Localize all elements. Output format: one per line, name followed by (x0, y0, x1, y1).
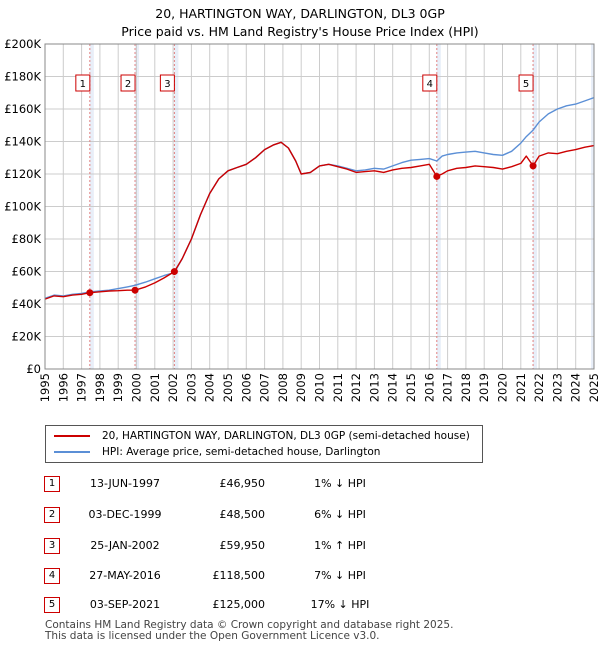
x-tick-label: 1996 (56, 373, 70, 402)
x-tick-label: 2018 (459, 373, 473, 402)
x-tick-label: 2007 (258, 373, 272, 402)
x-tick-label: 2001 (148, 373, 162, 402)
x-tick-label: 2021 (514, 373, 528, 402)
footer-line-1: Contains HM Land Registry data © Crown c… (45, 619, 454, 631)
y-tick-label: £140K (4, 135, 41, 149)
sale-number-badge: 2 (44, 507, 60, 523)
sale-number-badge: 5 (44, 597, 60, 613)
x-tick-label: 2023 (550, 373, 564, 402)
chart-legend: 20, HARTINGTON WAY, DARLINGTON, DL3 0GP … (45, 425, 483, 463)
sale-marker-label: 1 (80, 79, 86, 90)
x-tick-label: 2024 (569, 373, 583, 402)
x-tick-label: 2006 (239, 373, 253, 402)
legend-label-property: 20, HARTINGTON WAY, DARLINGTON, DL3 0GP … (102, 430, 470, 442)
table-row: 1 13-JUN-1997 £46,950 1% ↓ HPI (0, 475, 600, 493)
y-tick-label: £160K (4, 102, 41, 116)
sale-point (433, 172, 441, 180)
y-tick-label: £180K (4, 70, 41, 84)
sale-date: 27-MAY-2016 (89, 569, 161, 582)
table-row: 3 25-JAN-2002 £59,950 1% ↑ HPI (0, 537, 600, 555)
legend-item-hpi: HPI: Average price, semi-detached house,… (54, 445, 380, 459)
sale-marker-label: 2 (125, 79, 131, 90)
x-tick-label: 2022 (532, 373, 546, 402)
sale-date: 03-SEP-2021 (89, 598, 161, 611)
y-tick-label: £60K (12, 265, 42, 279)
sale-date: 25-JAN-2002 (90, 539, 160, 552)
sale-hpi-diff: 1% ↓ HPI (314, 477, 366, 490)
sale-marker-box (75, 74, 91, 92)
sale-point (86, 289, 94, 297)
sale-point (529, 162, 537, 170)
sale-marker-box (422, 74, 438, 92)
sale-marker-box (120, 74, 136, 92)
sale-hpi-diff: 6% ↓ HPI (314, 508, 366, 521)
x-tick-label: 2020 (496, 373, 510, 402)
chart-title: 20, HARTINGTON WAY, DARLINGTON, DL3 0GP (155, 6, 445, 21)
x-tick-label: 2016 (422, 373, 436, 402)
x-tick-label: 2012 (349, 373, 363, 402)
x-tick-label: 2004 (203, 373, 217, 402)
x-tick-label: 2015 (404, 373, 418, 402)
sale-number-badge: 1 (44, 476, 60, 492)
x-tick-label: 1997 (75, 373, 89, 402)
x-tick-label: 2010 (313, 373, 327, 402)
sale-marker-label: 3 (164, 79, 170, 90)
sale-number-badge: 4 (44, 568, 60, 584)
property-series-line (44, 141, 595, 300)
y-tick-label: £120K (4, 167, 41, 181)
x-tick-label: 2009 (294, 373, 308, 402)
y-tick-label: £20K (12, 330, 42, 344)
x-tick-label: 1998 (93, 373, 107, 402)
legend-label-hpi: HPI: Average price, semi-detached house,… (102, 446, 381, 458)
legend-item-property: 20, HARTINGTON WAY, DARLINGTON, DL3 0GP … (54, 429, 470, 443)
sale-price: £118,500 (212, 569, 266, 582)
sale-point (131, 286, 139, 294)
sale-price: £125,000 (212, 598, 266, 611)
x-tick-label: 1999 (111, 373, 125, 402)
x-tick-label: 2005 (221, 373, 235, 402)
sale-price: £46,950 (219, 477, 266, 490)
sale-date: 03-DEC-1999 (88, 508, 162, 521)
x-tick-label: 2002 (166, 373, 180, 402)
y-tick-label: £200K (4, 37, 41, 51)
x-tick-label: 2003 (184, 373, 198, 402)
x-tick-label: 2025 (587, 373, 600, 402)
sale-price: £59,950 (219, 539, 266, 552)
x-tick-label: 2017 (441, 373, 455, 402)
footer-line-2: This data is licensed under the Open Gov… (45, 630, 380, 642)
sale-date: 13-JUN-1997 (89, 477, 161, 490)
sale-hpi-diff: 7% ↓ HPI (314, 569, 366, 582)
y-tick-label: £0 (26, 362, 41, 376)
y-tick-label: £80K (12, 232, 42, 246)
sale-marker-label: 5 (523, 79, 529, 90)
legend-swatch-hpi (54, 451, 90, 453)
x-tick-label: 2011 (331, 373, 345, 402)
sale-point (170, 268, 178, 276)
legend-swatch-property (54, 435, 90, 437)
price-chart: 1 2 3 4 5 £0 £20K £40K £60K £80K £100K £120K £140K £1… (4, 37, 600, 402)
sale-hpi-diff: 17% ↓ HPI (310, 598, 370, 611)
footer-attribution: Contains HM Land Registry data © Crown c… (45, 620, 453, 642)
y-tick-label: £100K (4, 200, 41, 214)
x-tick-label: 2013 (367, 373, 381, 402)
sale-marker-box (518, 74, 534, 92)
table-row: 4 27-MAY-2016 £118,500 7% ↓ HPI (0, 567, 600, 585)
x-tick-label: 2000 (130, 373, 144, 402)
y-tick-label: £40K (12, 297, 42, 311)
plot-frame (44, 43, 595, 370)
chart-subtitle: Price paid vs. HM Land Registry's House … (121, 24, 479, 39)
x-tick-label: 1995 (38, 373, 52, 402)
x-tick-label: 2014 (386, 373, 400, 402)
table-row: 5 03-SEP-2021 £125,000 17% ↓ HPI (0, 596, 600, 614)
table-row: 2 03-DEC-1999 £48,500 6% ↓ HPI (0, 506, 600, 524)
x-tick-label: 2008 (276, 373, 290, 402)
sale-marker-box (159, 74, 175, 92)
x-tick-label: 2019 (477, 373, 491, 402)
sale-hpi-diff: 1% ↑ HPI (314, 539, 366, 552)
sale-marker-label: 4 (427, 79, 433, 90)
sale-number-badge: 3 (44, 538, 60, 554)
sale-price: £48,500 (219, 508, 266, 521)
